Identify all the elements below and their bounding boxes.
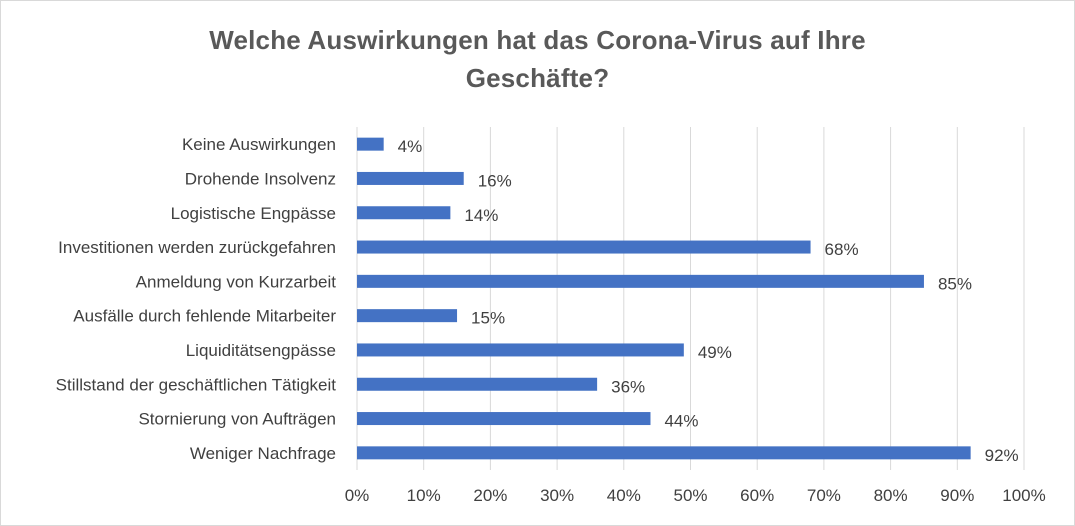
data-label: 4% (398, 137, 423, 156)
data-label: 36% (611, 377, 645, 396)
data-label: 92% (985, 446, 1019, 465)
category-label: Stornierung von Aufträgen (138, 410, 336, 429)
x-tick-label: 30% (540, 486, 574, 505)
data-label: 44% (664, 412, 698, 431)
category-label: Stillstand der geschäftlichen Tätigkeit (56, 375, 337, 394)
x-tick-label: 20% (473, 486, 507, 505)
category-label: Ausfälle durch fehlende Mitarbeiter (73, 307, 336, 326)
x-tick-label: 10% (407, 486, 441, 505)
data-label: 15% (471, 309, 505, 328)
bar (357, 309, 458, 323)
category-label: Drohende Insolvenz (185, 169, 336, 188)
x-tick-label: 80% (874, 486, 908, 505)
category-label: Logistische Engpässe (171, 204, 336, 223)
bar (357, 446, 971, 460)
x-tick-label: 0% (345, 486, 370, 505)
bar (357, 377, 598, 391)
category-label: Anmeldung von Kurzarbeit (136, 272, 337, 291)
chart-title-line-2: Geschäfte? (465, 63, 610, 93)
category-label: Weniger Nachfrage (190, 444, 336, 463)
bar (357, 274, 924, 288)
bar (357, 343, 684, 357)
x-tick-label: 50% (673, 486, 707, 505)
x-tick-label: 90% (940, 486, 974, 505)
x-tick-label: 40% (607, 486, 641, 505)
bar (357, 412, 651, 426)
bar (357, 137, 384, 151)
category-label: Liquiditätsengpässe (186, 341, 336, 360)
x-tick-label: 70% (807, 486, 841, 505)
data-label: 85% (938, 274, 972, 293)
bar (357, 171, 464, 185)
chart-title-line-1: Welche Auswirkungen hat das Corona-Virus… (209, 25, 866, 55)
data-label: 16% (478, 171, 512, 190)
bar (357, 206, 451, 220)
category-label: Investitionen werden zurückgefahren (58, 238, 336, 257)
x-tick-label: 100% (1002, 486, 1045, 505)
data-label: 68% (825, 240, 859, 259)
x-tick-label: 60% (740, 486, 774, 505)
category-label: Keine Auswirkungen (182, 135, 336, 154)
data-label: 14% (464, 206, 498, 225)
bar (357, 240, 811, 254)
data-label: 49% (698, 343, 732, 362)
